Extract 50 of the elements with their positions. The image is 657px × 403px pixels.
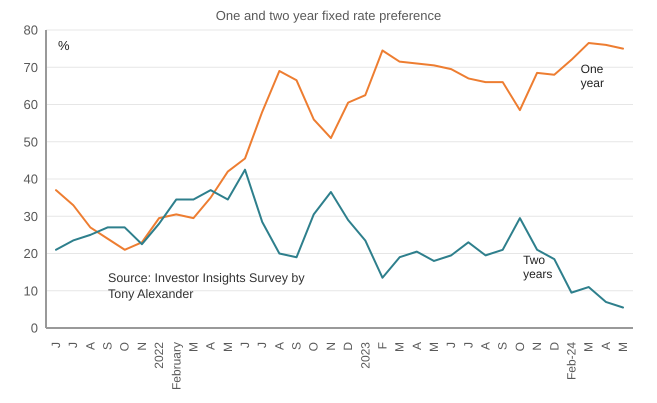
x-tick-label: M [220,342,235,352]
y-tick-label: 20 [24,246,38,262]
line-series [55,168,624,309]
x-tick-label: J [238,342,252,348]
line-series [55,42,624,251]
series-label: One year [580,62,604,90]
y-tick-label: 50 [24,134,38,150]
x-tick-label: J [255,342,270,348]
x-tick-label: N [324,342,338,351]
x-tick-label: A [83,342,98,350]
x-tick-label: A [598,342,613,350]
x-tick-label: A [204,342,218,350]
x-tick-label: M [582,342,596,352]
x-tick-label: O [118,342,132,352]
x-tick-label: A [272,342,286,350]
x-tick-label: O [306,342,321,352]
x-tick-label: S [100,342,115,350]
x-tick-label: A [410,342,424,350]
x-tick-label: M [392,342,407,352]
y-axis-title: % [58,38,70,53]
x-tick-label: A [478,342,493,350]
x-tick-label: N [134,342,149,351]
x-tick-label: 2023 [358,342,372,369]
x-tick-label: J [49,342,63,348]
x-tick-label: S [290,342,304,350]
x-tick-label: Feb-24 [564,342,578,380]
x-tick-label: S [496,342,510,350]
x-tick-label: J [66,342,80,348]
series-label: Two years [523,252,552,281]
x-tick-label: February [169,342,184,390]
y-tick-label: 40 [24,172,38,187]
chart-title: One and two year fixed rate preference [214,8,442,24]
y-tick-label: 30 [24,208,38,224]
y-tick-label: 70 [24,60,38,75]
x-tick-label: D [547,342,562,351]
x-tick-label: O [512,342,527,352]
x-tick-label: M [186,342,200,352]
x-tick-label: J [444,342,458,348]
x-tick-label: M [427,342,441,352]
annotation: Source: Investor Insights Survey by Tony Alexander [108,270,306,302]
x-tick-label: J [461,342,476,348]
y-tick-label: 0 [30,320,38,336]
y-tick-label: 80 [24,22,38,38]
x-tick-label: N [530,342,544,351]
x-tick-label: 2022 [152,342,166,369]
x-tick-label: D [341,342,356,351]
y-tick-label: 60 [24,97,38,112]
x-tick-label: F [375,342,390,350]
x-tick-label: M [616,342,630,352]
y-tick-label: 10 [24,283,38,298]
